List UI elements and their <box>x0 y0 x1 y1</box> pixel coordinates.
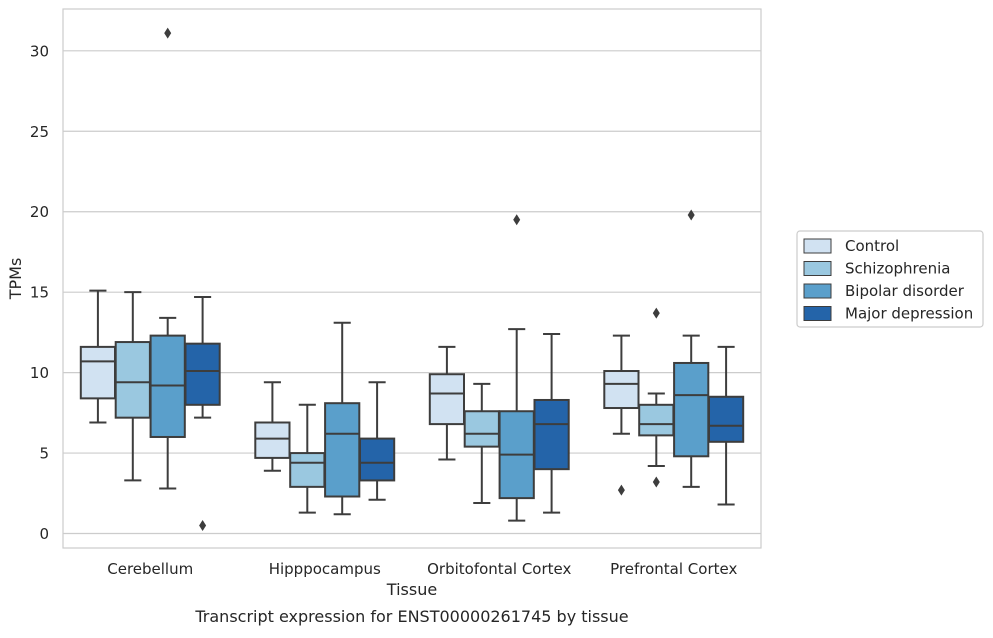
y-tick-label: 0 <box>39 525 49 543</box>
y-tick-label: 10 <box>30 364 49 382</box>
outlier-marker <box>513 214 521 226</box>
legend-swatch <box>803 306 832 321</box>
x-tick-label: Hipppocampus <box>269 560 381 578</box>
box-iqr <box>324 402 361 498</box>
legend-label: Major depression <box>845 305 973 323</box>
box-iqr <box>289 452 326 488</box>
y-tick-label: 5 <box>39 445 49 463</box>
box-iqr <box>79 345 117 400</box>
y-tick-label: 20 <box>30 203 49 221</box>
box-bipolar-disorder-1 <box>324 321 361 516</box>
box-major-depression-3 <box>707 345 745 506</box>
box-schizophrenia-2 <box>463 382 500 504</box>
x-tick-label: Prefrontal Cortex <box>610 560 737 578</box>
box-iqr <box>184 342 221 406</box>
legend-swatch <box>803 261 832 276</box>
outlier-marker <box>164 27 172 39</box>
x-axis-label: Tissue <box>386 580 437 599</box>
x-tick-label: Cerebellum <box>107 560 193 578</box>
legend-label: Control <box>845 237 899 255</box>
x-tick-labels: Cerebellum Hipppocampus Orbitofontal Corte… <box>107 560 737 578</box>
box-control-0 <box>79 289 117 424</box>
box-major-depression-2 <box>533 333 570 514</box>
legend-swatch <box>803 238 832 254</box>
box-iqr <box>638 403 675 437</box>
box-schizophrenia-0 <box>114 291 151 482</box>
box-iqr <box>428 373 466 426</box>
outlier-marker <box>199 519 207 531</box>
y-axis-label: TPMs <box>6 258 25 301</box>
box-bipolar-disorder-2 <box>498 214 535 522</box>
y-tick-label: 30 <box>30 42 49 60</box>
box-major-depression-0 <box>184 296 221 531</box>
box-bipolar-disorder-0 <box>149 27 186 490</box>
legend-label: Schizophrenia <box>845 260 950 278</box>
boxes-layer <box>79 27 745 531</box>
outlier-marker <box>652 307 660 319</box>
box-iqr <box>254 421 291 459</box>
box-iqr <box>603 370 640 410</box>
box-schizophrenia-3 <box>638 307 675 488</box>
y-tick-label: 25 <box>30 123 49 141</box>
box-iqr <box>673 361 710 458</box>
figure-caption: Transcript expression for ENST0000026174… <box>194 607 628 626</box>
y-tick-label: 15 <box>30 284 49 302</box>
box-schizophrenia-1 <box>289 403 326 514</box>
box-bipolar-disorder-3 <box>673 209 710 488</box>
box-major-depression-1 <box>358 381 396 501</box>
plot-frame <box>62 8 762 549</box>
box-iqr <box>463 410 500 448</box>
outlier-marker <box>617 484 625 496</box>
legend: Control Schizophrenia Bipolar disorder Majo… <box>796 230 984 328</box>
legend-label: Bipolar disorder <box>845 282 965 300</box>
box-iqr <box>533 398 570 471</box>
legend-frame <box>796 230 984 328</box>
box-control-3 <box>603 334 640 496</box>
box-iqr <box>707 395 745 443</box>
outlier-marker <box>687 209 695 221</box>
box-control-2 <box>428 345 466 461</box>
legend-swatch <box>803 283 832 299</box>
x-tick-label: Orbitofontal Cortex <box>427 560 571 578</box>
box-iqr <box>358 437 396 482</box>
y-tick-labels: 0 5 10 15 20 25 30 <box>30 42 49 543</box>
outlier-marker <box>652 476 660 488</box>
box-iqr <box>114 341 151 419</box>
box-control-1 <box>254 381 291 472</box>
